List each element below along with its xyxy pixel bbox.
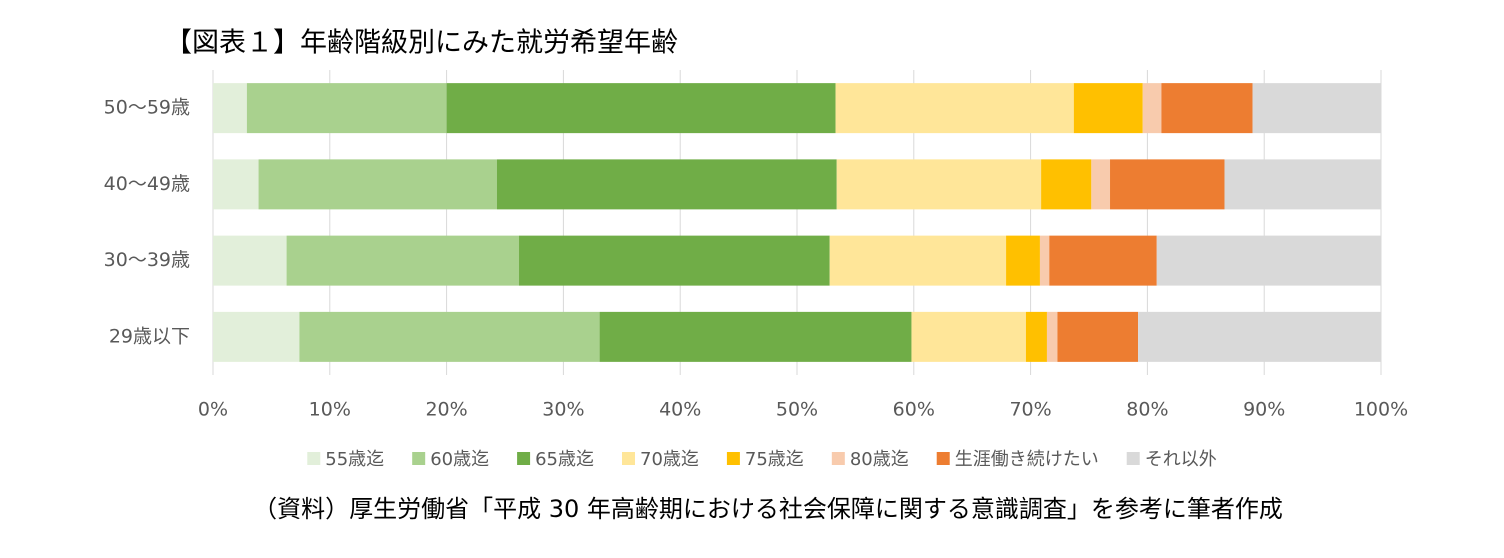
x-tick-label: 30% [542,399,584,421]
legend-label: 65歳迄 [535,449,594,470]
bar-segment [836,159,1042,210]
x-tick-label: 50% [776,399,818,421]
bar-segment [1142,83,1162,134]
legend-label: 55歳迄 [325,449,384,470]
chart-title: 【図表１】年齢階級別にみた就労希望年齢 [165,28,678,59]
x-tick-label: 40% [659,399,701,421]
legend-label: 75歳迄 [745,449,804,470]
legend: 55歳迄 60歳迄 65歳迄 70歳迄 75歳迄 80歳迄 生涯働き続けたい それ以外 [307,449,1217,470]
bar-segment [1138,311,1381,362]
bar-segment [1110,159,1225,210]
bar-segment [496,159,837,210]
bar-segment [1252,83,1381,134]
bar-segment [258,159,497,210]
y-tick-label: 29歳以下 [109,325,190,347]
bar-segment [911,311,1026,362]
source-note: （資料）厚生労働省「平成 30 年高齢期における社会保障に関する意識調査」を参考… [253,495,1283,523]
bar-segment [1039,235,1050,286]
legend-swatch [726,452,740,465]
bar-segment [446,83,836,134]
bar-segment [829,235,1007,286]
legend-label: 70歳迄 [640,449,699,470]
bar-segment [1049,235,1157,286]
bar-segment [286,235,520,286]
x-tick-label: 10% [309,399,351,421]
x-tick-label: 100% [1354,399,1408,421]
legend-label: 生涯働き続けたい [955,449,1099,470]
bar-segment [835,83,1074,134]
x-tick-label: 20% [425,399,467,421]
y-tick-label: 40～49歳 [104,173,190,195]
bar-segment [213,83,247,134]
bar-segment [299,311,600,362]
legend-swatch [831,452,845,465]
legend-label: 80歳迄 [850,449,909,470]
x-tick-label: 70% [1009,399,1051,421]
bar-segment [1046,311,1058,362]
legend-swatch [622,452,635,465]
legend-swatch [936,452,950,465]
bar-segment [1073,83,1143,134]
x-tick-label: 0% [198,399,228,421]
bar-segment [213,311,300,362]
bar-segment [1025,311,1047,362]
bar-segment [1161,83,1253,134]
bar-segment [1156,235,1381,286]
y-tick-label: 30～39歳 [104,249,190,271]
legend-swatch [412,452,426,465]
bar-segment [246,83,447,134]
bar-segment [599,311,912,362]
legend-swatch [517,452,531,465]
bar-segment [1091,159,1111,210]
x-tick-label: 80% [1126,399,1168,421]
legend-label: それ以外 [1145,449,1217,470]
x-tick-label: 90% [1243,399,1285,421]
bar-segment [1224,159,1381,210]
legend-label: 60歳迄 [430,449,489,470]
legend-swatch [1126,452,1140,465]
bar-segment [1006,235,1040,286]
y-tick-label: 50～59歳 [104,97,190,119]
bar-segment [1041,159,1092,210]
bar-segment [213,235,287,286]
legend-swatch [307,452,321,465]
bar-segment [213,159,259,210]
x-tick-label: 60% [893,399,935,421]
bar-segment [1057,311,1139,362]
bar-segment [519,235,830,286]
